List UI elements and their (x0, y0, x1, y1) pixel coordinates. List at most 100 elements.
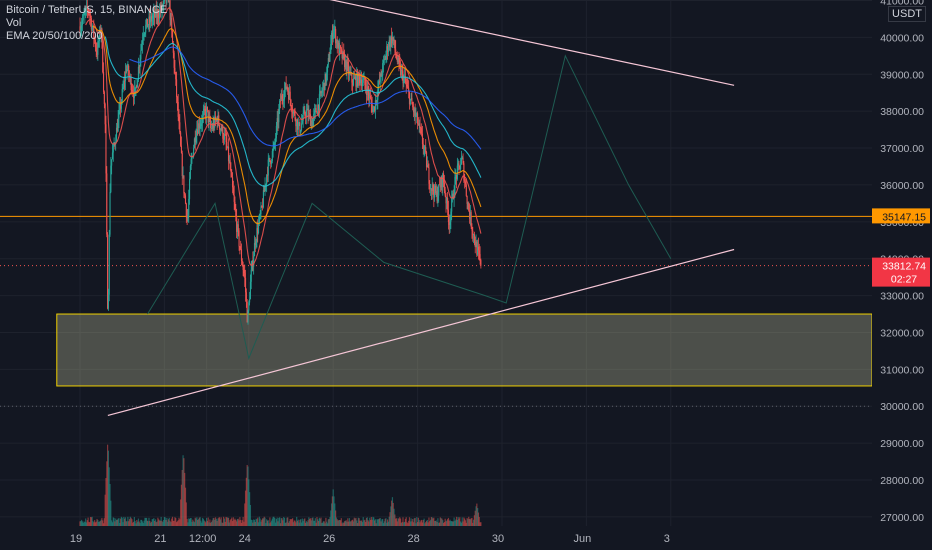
candle-body (450, 211, 452, 222)
volume-bar (409, 521, 411, 526)
volume-bar (253, 519, 255, 526)
candle-body (361, 82, 363, 87)
candle-body (473, 234, 475, 236)
volume-bar (462, 521, 464, 526)
volume-bar (336, 519, 338, 526)
volume-bar (153, 518, 155, 526)
candle-body (478, 250, 480, 255)
candle-body (180, 145, 182, 154)
candle-body (330, 43, 332, 54)
volume-bar (215, 518, 217, 526)
volume-bar (406, 522, 408, 526)
candle-body (232, 177, 234, 188)
volume-bar (224, 521, 226, 526)
volume-bar (423, 518, 425, 526)
volume-bar (348, 518, 351, 526)
volume-bar (475, 506, 477, 526)
candle-body (229, 160, 231, 169)
candle-body (275, 138, 277, 143)
candle-body (256, 228, 258, 242)
candle-body (351, 73, 353, 83)
volume-bar (220, 517, 222, 526)
volume-bar (158, 519, 160, 526)
candle-body (196, 129, 198, 136)
candle-body (158, 10, 161, 19)
candle-body (219, 124, 221, 130)
candle-body (267, 159, 269, 176)
volume-bar (184, 472, 186, 526)
candle-body (254, 243, 256, 245)
candle-body (187, 215, 189, 219)
volume-bar (198, 517, 200, 526)
volume-bar (424, 523, 426, 526)
ema-indicator-label[interactable]: EMA 20/50/100/200 (6, 30, 103, 42)
candle-body (249, 299, 251, 303)
volume-bar (342, 522, 344, 526)
volume-bar (91, 516, 93, 526)
ema-200-line (129, 46, 482, 150)
volume-bar (305, 521, 308, 526)
candle-body (270, 160, 273, 164)
volume-bar (463, 517, 465, 526)
candle-body (228, 160, 230, 162)
volume-bar (133, 517, 135, 526)
volume-indicator-label[interactable]: Vol (6, 17, 22, 29)
volume-bar (429, 521, 431, 526)
volume-bar (368, 521, 370, 526)
candle-body (185, 203, 187, 217)
volume-bar (225, 516, 227, 526)
volume-bar (132, 521, 135, 526)
volume-bar (378, 519, 380, 526)
candle-body (363, 78, 365, 80)
volume-bar (454, 520, 456, 526)
candle-body (123, 80, 125, 88)
volume-bar (122, 522, 124, 526)
volume-bar (393, 508, 395, 526)
candle-body (382, 63, 384, 76)
volume-bar (395, 518, 397, 526)
candle-body (180, 132, 182, 146)
volume-bar (89, 522, 91, 526)
volume-bar (283, 517, 285, 526)
candle-body (439, 185, 441, 188)
candle-body (94, 40, 96, 48)
candle-body (150, 16, 152, 22)
volume-bar (244, 503, 246, 526)
volume-bar (464, 518, 466, 526)
volume-bar (250, 519, 252, 526)
candle-body (146, 18, 148, 28)
candle-body (372, 109, 374, 112)
volume-bar (449, 519, 451, 526)
symbol-title[interactable]: Bitcoin / TetherUS, 15, BINANCE (6, 4, 168, 16)
volume-bar (233, 519, 235, 526)
volume-bar (349, 521, 351, 526)
volume-bar (428, 517, 430, 526)
candle-body (90, 18, 92, 30)
candle-body (241, 260, 243, 266)
candle-body (428, 167, 430, 184)
volume-bar (459, 517, 461, 526)
candle-body (102, 71, 105, 92)
volume-bar (391, 500, 393, 526)
volume-bar (381, 519, 383, 526)
candle-body (184, 193, 186, 196)
currency-badge[interactable]: USDT (888, 6, 926, 22)
candle-body (444, 190, 446, 196)
volume-bar (163, 516, 165, 526)
volume-bar (99, 521, 101, 526)
candle-body (395, 54, 398, 59)
volume-bar (366, 517, 368, 526)
volume-bar (249, 504, 252, 526)
volume-bar (472, 519, 475, 526)
candle-body (368, 92, 370, 99)
volume-bar (298, 522, 300, 526)
volume-bar (268, 523, 270, 526)
candle-body (227, 146, 230, 162)
volume-bar (309, 518, 312, 526)
candle-body (132, 90, 134, 93)
volume-bar (469, 519, 471, 526)
volume-bar (479, 522, 481, 526)
volume-bar (188, 518, 190, 526)
volume-bar (446, 520, 448, 526)
